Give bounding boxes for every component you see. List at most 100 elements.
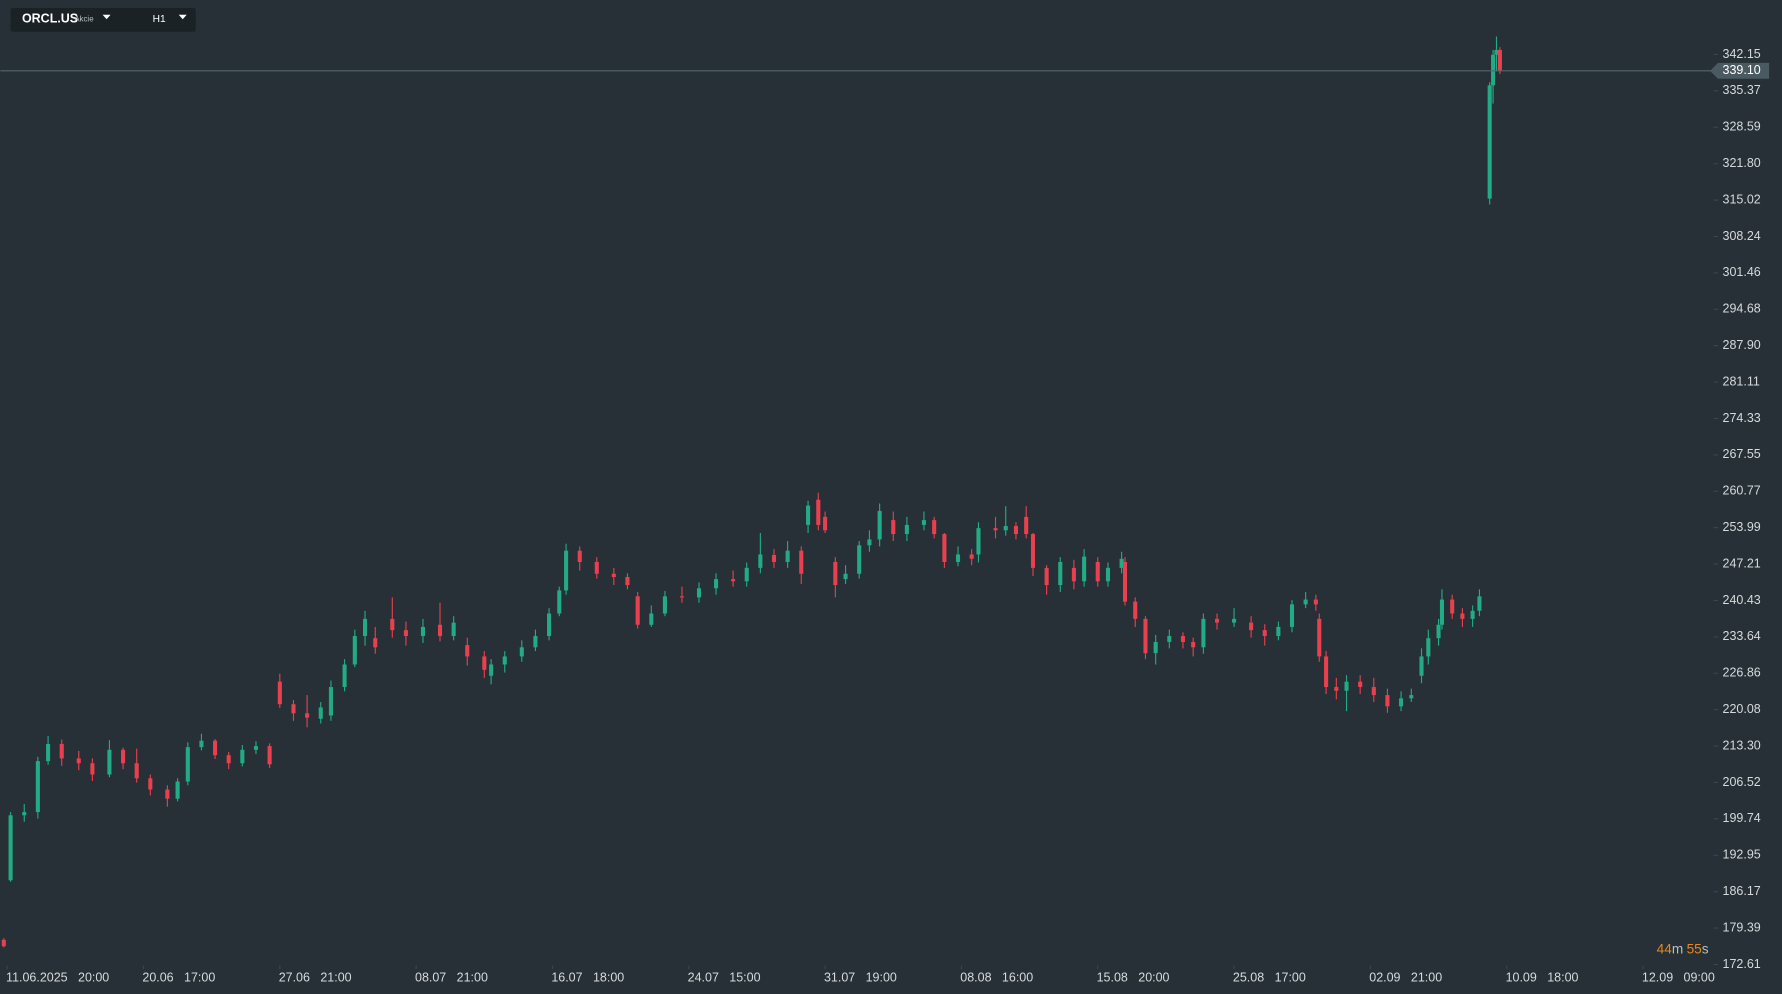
candle-body: [771, 554, 777, 562]
candle-body: [649, 613, 654, 625]
y-tick-label: 335.37: [1723, 83, 1761, 97]
candle-body: [1262, 630, 1267, 637]
candle-body: [955, 554, 961, 562]
candle-body: [1095, 561, 1100, 582]
y-tick-label: 281.11: [1723, 374, 1760, 388]
candle-body: [1494, 49, 1499, 55]
candle-body: [744, 567, 749, 582]
candle-body: [731, 579, 736, 582]
candle-body: [46, 743, 51, 762]
candle-body: [1153, 641, 1158, 654]
candle-body: [799, 550, 804, 574]
candle-body: [625, 576, 630, 586]
symbol-dropdown[interactable]: [102, 14, 111, 20]
countdown-seconds-unit: s: [1702, 941, 1709, 956]
candle-body: [352, 636, 357, 665]
y-tick-label: 287.90: [1723, 338, 1761, 352]
candle-body: [557, 590, 562, 614]
candle-body: [857, 545, 862, 574]
candle-body: [1491, 54, 1496, 86]
y-tick-label: 260.77: [1723, 484, 1761, 498]
candle-body: [22, 812, 27, 816]
candle-body: [891, 520, 896, 535]
candle-body: [1399, 698, 1404, 707]
y-tick-label: 233.64: [1723, 629, 1761, 643]
candle-body: [1487, 85, 1492, 199]
x-tick-label: 25.08 17:00: [1233, 970, 1306, 984]
candle-body: [1460, 613, 1465, 619]
candle-body: [107, 749, 112, 775]
candle-body: [1133, 601, 1138, 619]
candle-body: [635, 596, 640, 625]
candle-body: [1044, 567, 1049, 586]
candle-body: [390, 618, 395, 631]
candle-body: [305, 713, 310, 718]
candle-body: [1249, 622, 1254, 631]
candle-body: [1317, 618, 1322, 657]
timeframe[interactable]: H1: [153, 14, 166, 25]
candle-body: [1313, 599, 1318, 605]
symbol[interactable]: ORCL.US: [22, 12, 78, 26]
y-tick-label: 199.74: [1723, 811, 1761, 825]
y-tick-label: 226.86: [1723, 666, 1761, 680]
x-tick-label: 31.07 19:00: [824, 970, 897, 984]
candle-body: [1276, 626, 1281, 637]
candle-body: [1201, 618, 1206, 648]
price-badge: [1710, 62, 1770, 79]
x-tick-label: 15.08 20:00: [1097, 970, 1170, 984]
candle-body: [185, 747, 190, 782]
candle-body: [833, 561, 838, 586]
candle-body: [662, 596, 667, 614]
candle-body: [437, 624, 443, 637]
timeframe-dropdown[interactable]: [178, 14, 187, 20]
candle-body: [1289, 604, 1295, 627]
candle-body: [1058, 561, 1063, 586]
candle-body: [253, 746, 259, 750]
candle-body: [1143, 618, 1148, 654]
candle-body: [1436, 624, 1441, 639]
candle-body: [1409, 695, 1414, 699]
candle-body: [993, 528, 998, 531]
candle-body: [403, 630, 408, 637]
y-tick-label: 186.17: [1723, 884, 1761, 898]
candle-body: [199, 740, 204, 748]
candle-body: [843, 573, 848, 580]
y-tick-label: 206.52: [1723, 775, 1761, 789]
candle-body: [758, 554, 763, 568]
candle-body: [1477, 596, 1482, 611]
candle-body: [362, 618, 368, 637]
y-tick-label: 342.15: [1723, 47, 1761, 61]
candle-body: [165, 789, 170, 799]
candle-body: [932, 520, 937, 535]
candle-body: [1385, 695, 1390, 707]
y-tick-label: 179.39: [1723, 920, 1761, 934]
y-tick-label: 213.30: [1723, 738, 1761, 752]
candle-body: [1439, 599, 1445, 625]
price-label: 339.10: [1723, 63, 1761, 77]
x-tick-label: 16.07 18:00: [551, 970, 624, 984]
candle-body: [533, 636, 538, 648]
toolbar: ORCL.US Akcie H1: [10, 7, 196, 32]
candle-body: [976, 528, 981, 555]
candle-body: [1358, 681, 1363, 688]
candle-body: [213, 740, 218, 756]
x-tick-label: 27.06 21:00: [279, 970, 352, 984]
countdown-minutes: 44: [1657, 941, 1673, 956]
candle-body: [1024, 516, 1029, 535]
candle-body: [328, 687, 333, 716]
x-tick-label: 02.09 21:00: [1369, 970, 1442, 984]
candle-body: [867, 539, 872, 546]
asset-type: Akcie: [74, 14, 94, 23]
candle-body: [1119, 558, 1124, 568]
candle-body: [482, 656, 487, 670]
y-tick-label: 294.68: [1723, 302, 1761, 316]
candle-body: [267, 746, 272, 765]
toolbar-box: [10, 7, 196, 32]
candle-body: [1470, 610, 1475, 619]
candle-body: [148, 778, 153, 790]
y-tick-label: 315.02: [1723, 192, 1761, 206]
candle-body: [1082, 556, 1087, 582]
